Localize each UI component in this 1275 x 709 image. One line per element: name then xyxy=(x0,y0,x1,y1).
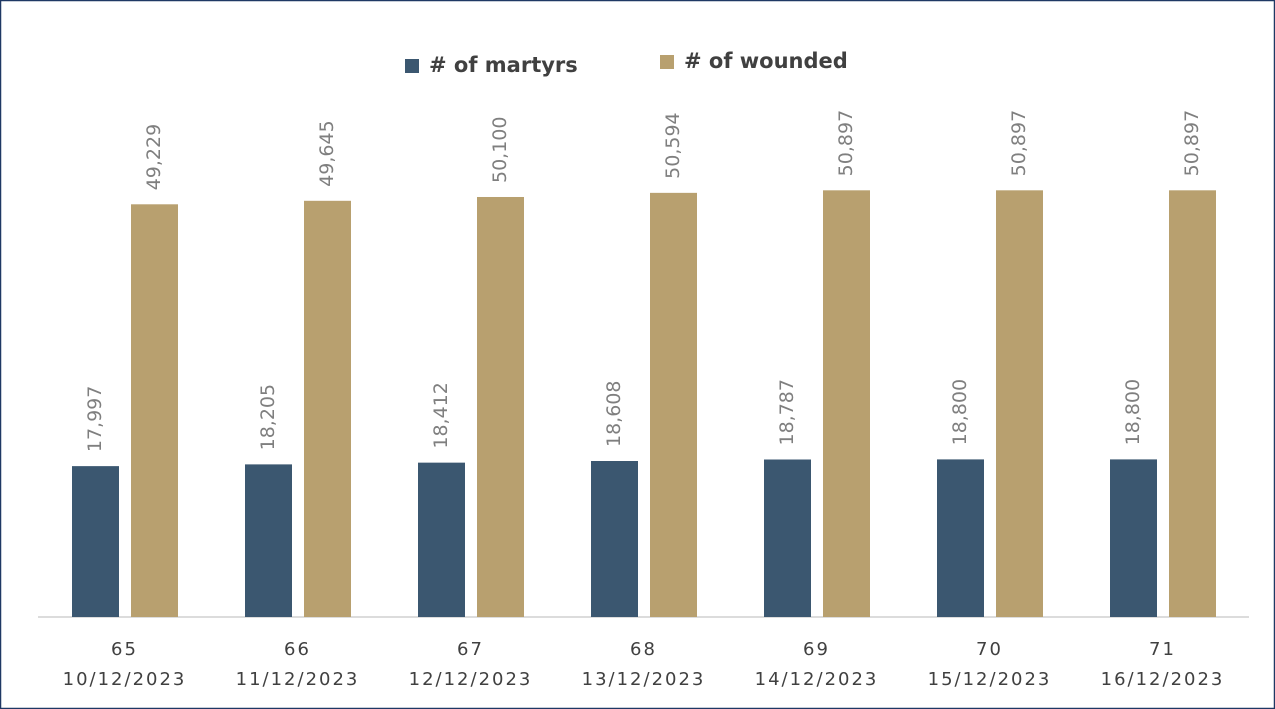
legend-label: # of martyrs xyxy=(429,53,578,77)
bar xyxy=(1110,459,1157,617)
data-label: 49,645 xyxy=(316,120,338,186)
data-label: 18,608 xyxy=(603,381,625,447)
data-label: 50,100 xyxy=(489,117,511,183)
bar xyxy=(72,466,119,617)
data-label: 18,800 xyxy=(949,379,971,445)
bar xyxy=(764,459,811,617)
data-label: 17,997 xyxy=(84,386,106,452)
data-label: 18,787 xyxy=(776,379,798,445)
bar xyxy=(591,461,638,617)
bar xyxy=(823,190,870,617)
x-tick-label: 70 xyxy=(976,639,1003,660)
legend-swatch xyxy=(405,59,419,73)
x-tick-date: 14/12/2023 xyxy=(755,669,879,690)
bar xyxy=(996,190,1043,617)
data-label: 50,897 xyxy=(1008,110,1030,176)
x-tick-date: 16/12/2023 xyxy=(1101,669,1225,690)
legend-swatch xyxy=(660,55,674,69)
bar xyxy=(418,462,465,617)
bar xyxy=(650,192,697,617)
data-label: 18,800 xyxy=(1122,379,1144,445)
data-label: 18,412 xyxy=(430,382,452,448)
data-label: 18,205 xyxy=(257,384,279,450)
bar xyxy=(937,459,984,617)
data-label: 50,594 xyxy=(662,112,684,178)
bar xyxy=(245,464,292,617)
legend-label: # of wounded xyxy=(684,49,848,73)
bar xyxy=(1169,190,1216,617)
x-tick-label: 65 xyxy=(111,639,138,660)
x-tick-label: 66 xyxy=(284,639,311,660)
x-tick-label: 67 xyxy=(457,639,484,660)
data-label: 50,897 xyxy=(835,110,857,176)
data-label: 49,229 xyxy=(143,124,165,190)
data-label: 50,897 xyxy=(1181,110,1203,176)
x-tick-date: 10/12/2023 xyxy=(63,669,187,690)
bar xyxy=(131,204,178,618)
x-tick-date: 13/12/2023 xyxy=(582,669,706,690)
bar xyxy=(304,200,351,617)
x-tick-date: 11/12/2023 xyxy=(236,669,360,690)
x-tick-date: 12/12/2023 xyxy=(409,669,533,690)
x-tick-label: 71 xyxy=(1149,639,1176,660)
x-tick-label: 68 xyxy=(630,639,657,660)
bar xyxy=(477,196,524,617)
x-tick-label: 69 xyxy=(803,639,830,660)
x-tick-date: 15/12/2023 xyxy=(928,669,1052,690)
